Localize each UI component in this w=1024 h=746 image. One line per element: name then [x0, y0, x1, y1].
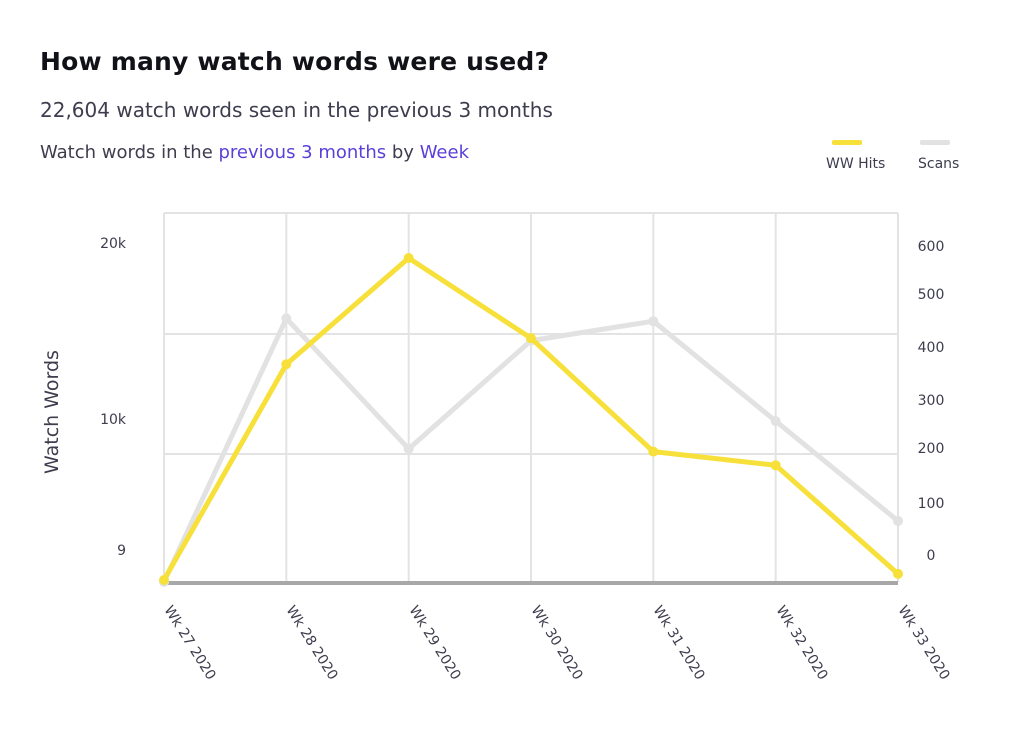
y-left-tick-label: 9	[117, 543, 126, 559]
period-link[interactable]: previous 3 months	[218, 142, 387, 163]
y-right-tick-label: 300	[917, 393, 945, 409]
chart-description: Watch words in the previous 3 months by …	[40, 142, 469, 163]
y-right-tick-label: 0	[926, 548, 936, 564]
data-point-ww-hits	[403, 253, 414, 264]
y-right-tick-label: 100	[917, 496, 945, 512]
legend-item-ww-hits[interactable]: WW Hits	[826, 140, 885, 172]
data-point-scans	[281, 313, 292, 324]
data-point-ww-hits	[281, 359, 292, 370]
legend-label-scans: Scans	[918, 156, 960, 172]
grouping-link[interactable]: Week	[419, 142, 470, 163]
description-mid: by	[386, 142, 420, 163]
legend-item-scans[interactable]: Scans	[918, 140, 959, 172]
data-point-ww-hits	[159, 575, 169, 585]
data-point-ww-hits	[526, 333, 536, 344]
y-left-tick-label: 10k	[100, 412, 126, 428]
data-point-scans	[893, 515, 903, 526]
data-point-ww-hits	[893, 568, 903, 579]
data-point-scans	[403, 443, 414, 454]
legend-label-ww-hits: WW Hits	[826, 156, 886, 172]
y-right-tick-label: 600	[917, 239, 945, 255]
legend-swatch-ww-hits	[832, 140, 862, 145]
data-point-ww-hits	[648, 446, 659, 457]
data-point-scans	[770, 416, 781, 427]
y-left-tick-label: 20k	[100, 236, 126, 252]
legend-swatch-scans	[920, 140, 950, 145]
page-subtitle: 22,604 watch words seen in the previous …	[40, 98, 553, 122]
y-right-tick-label: 200	[917, 441, 945, 457]
description-prefix: Watch words in the	[40, 142, 219, 163]
page-title: How many watch words were used?	[40, 47, 550, 76]
y-right-tick-label: 400	[917, 340, 945, 356]
data-point-scans	[648, 316, 659, 327]
y-right-tick-label: 500	[917, 287, 945, 303]
data-point-ww-hits	[770, 460, 781, 471]
